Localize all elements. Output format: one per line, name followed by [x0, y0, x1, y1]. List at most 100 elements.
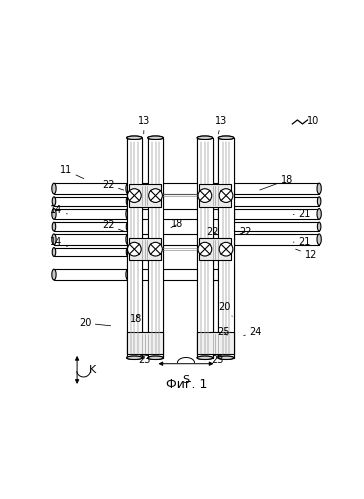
Text: 12: 12 — [296, 249, 317, 260]
Text: 24: 24 — [244, 326, 262, 336]
Ellipse shape — [148, 136, 163, 139]
Bar — [218, 138, 234, 358]
Text: 23: 23 — [211, 355, 224, 365]
Bar — [127, 183, 234, 194]
Ellipse shape — [197, 136, 213, 139]
Text: 20: 20 — [218, 302, 232, 316]
Bar — [232, 222, 319, 231]
Ellipse shape — [218, 136, 234, 139]
Ellipse shape — [148, 136, 163, 139]
Ellipse shape — [127, 136, 142, 139]
Ellipse shape — [218, 356, 234, 359]
Bar — [232, 197, 319, 206]
Text: 22: 22 — [102, 220, 124, 231]
Ellipse shape — [197, 356, 213, 359]
Ellipse shape — [52, 209, 56, 219]
Ellipse shape — [126, 222, 130, 231]
Ellipse shape — [52, 269, 56, 280]
Ellipse shape — [197, 356, 213, 359]
Circle shape — [198, 243, 212, 256]
Text: 18: 18 — [130, 314, 142, 324]
Bar — [54, 269, 128, 280]
Ellipse shape — [317, 222, 321, 231]
Text: 20: 20 — [79, 318, 111, 328]
Ellipse shape — [127, 136, 142, 139]
Ellipse shape — [218, 136, 234, 139]
Ellipse shape — [126, 183, 130, 194]
Bar — [232, 183, 319, 194]
Ellipse shape — [126, 234, 130, 245]
Bar — [127, 269, 234, 280]
Ellipse shape — [127, 356, 142, 359]
Bar — [127, 138, 142, 358]
Bar — [148, 138, 163, 358]
Circle shape — [127, 243, 141, 256]
Ellipse shape — [230, 209, 234, 219]
Text: 14: 14 — [50, 205, 67, 215]
Circle shape — [198, 189, 212, 203]
Bar — [54, 183, 128, 194]
Bar — [197, 138, 213, 358]
Ellipse shape — [148, 356, 163, 359]
Bar — [197, 138, 213, 358]
Ellipse shape — [127, 356, 142, 359]
Bar — [148, 138, 163, 358]
Ellipse shape — [317, 234, 321, 245]
Text: 14: 14 — [50, 237, 67, 247]
Bar — [54, 234, 128, 245]
Bar — [129, 238, 161, 260]
Circle shape — [219, 243, 233, 256]
Circle shape — [219, 189, 233, 203]
Circle shape — [149, 243, 162, 256]
Ellipse shape — [230, 183, 234, 194]
Text: 13: 13 — [215, 116, 227, 134]
Ellipse shape — [148, 356, 163, 359]
Ellipse shape — [52, 197, 56, 206]
Bar — [199, 184, 232, 207]
Text: 18: 18 — [171, 220, 184, 230]
Text: 25: 25 — [217, 326, 229, 336]
Ellipse shape — [52, 183, 56, 194]
Ellipse shape — [52, 222, 56, 231]
Bar — [127, 209, 234, 219]
Text: 13: 13 — [138, 116, 150, 134]
Ellipse shape — [317, 183, 321, 194]
Ellipse shape — [126, 197, 130, 206]
Text: 22: 22 — [206, 227, 219, 237]
Ellipse shape — [218, 356, 234, 359]
Text: Фиг. 1: Фиг. 1 — [166, 378, 207, 391]
Ellipse shape — [197, 136, 213, 139]
Ellipse shape — [231, 197, 234, 206]
Bar — [129, 184, 161, 207]
Bar — [54, 222, 128, 231]
Ellipse shape — [126, 209, 130, 219]
Bar — [54, 248, 128, 256]
Ellipse shape — [52, 248, 56, 256]
Text: 23: 23 — [138, 355, 150, 365]
Text: 22: 22 — [102, 180, 124, 190]
Bar — [232, 234, 319, 245]
Ellipse shape — [317, 209, 321, 219]
Bar — [127, 234, 234, 245]
Text: 21: 21 — [293, 210, 310, 220]
Bar — [232, 209, 319, 219]
Text: K: K — [88, 365, 96, 375]
Text: 10: 10 — [307, 116, 320, 126]
Bar — [54, 197, 128, 206]
Bar — [199, 238, 232, 260]
Bar — [127, 138, 142, 358]
Circle shape — [127, 189, 141, 203]
Text: 22: 22 — [240, 227, 252, 237]
Text: 18: 18 — [260, 175, 293, 190]
Bar — [54, 209, 128, 219]
Text: 11: 11 — [60, 165, 84, 179]
Ellipse shape — [52, 234, 56, 245]
Bar — [127, 332, 163, 354]
Circle shape — [149, 189, 162, 203]
Ellipse shape — [317, 197, 321, 206]
Bar — [218, 138, 234, 358]
Bar — [197, 332, 234, 354]
Text: S: S — [182, 375, 190, 385]
Ellipse shape — [126, 248, 130, 256]
Ellipse shape — [126, 269, 130, 280]
